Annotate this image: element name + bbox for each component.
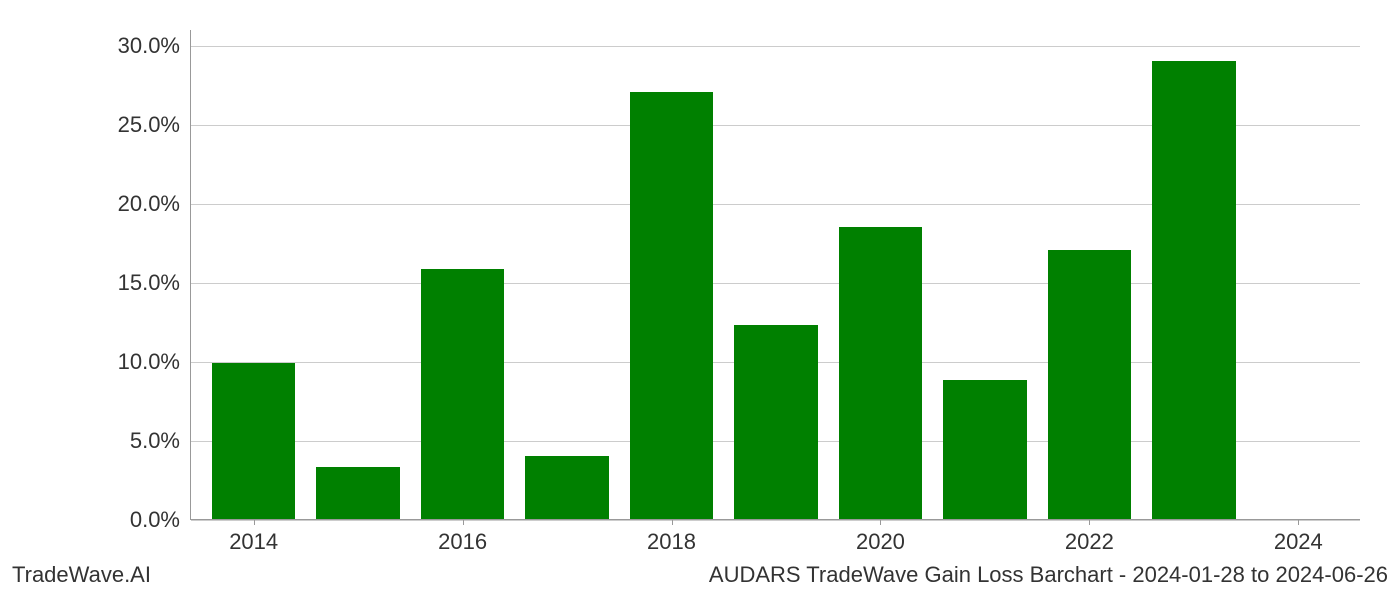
y-tick-label: 15.0%: [90, 270, 180, 296]
y-tick-label: 25.0%: [90, 112, 180, 138]
bar: [1048, 250, 1132, 519]
x-tick-label: 2014: [229, 529, 278, 555]
plot-area: 0.0%5.0%10.0%15.0%20.0%25.0%30.0%2014201…: [190, 30, 1360, 520]
bar: [734, 325, 818, 519]
bar: [212, 363, 296, 519]
x-tick-mark: [254, 519, 255, 525]
x-tick-label: 2016: [438, 529, 487, 555]
footer-right-text: AUDARS TradeWave Gain Loss Barchart - 20…: [709, 562, 1388, 588]
y-tick-label: 30.0%: [90, 33, 180, 59]
x-tick-label: 2022: [1065, 529, 1114, 555]
x-tick-mark: [1298, 519, 1299, 525]
chart-container: 0.0%5.0%10.0%15.0%20.0%25.0%30.0%2014201…: [90, 20, 1380, 540]
x-tick-label: 2020: [856, 529, 905, 555]
x-tick-label: 2024: [1274, 529, 1323, 555]
y-tick-label: 20.0%: [90, 191, 180, 217]
x-tick-mark: [880, 519, 881, 525]
x-tick-mark: [672, 519, 673, 525]
x-tick-mark: [1089, 519, 1090, 525]
gridline: [191, 520, 1360, 521]
bar: [839, 227, 923, 519]
x-tick-label: 2018: [647, 529, 696, 555]
bar: [1152, 61, 1236, 519]
bar: [630, 92, 714, 519]
bar: [421, 269, 505, 519]
x-tick-mark: [463, 519, 464, 525]
bar: [316, 467, 400, 519]
y-tick-label: 0.0%: [90, 507, 180, 533]
bar: [943, 380, 1027, 519]
gridline: [191, 46, 1360, 47]
bar: [525, 456, 609, 519]
footer-left-text: TradeWave.AI: [12, 562, 151, 588]
y-tick-label: 5.0%: [90, 428, 180, 454]
y-tick-label: 10.0%: [90, 349, 180, 375]
